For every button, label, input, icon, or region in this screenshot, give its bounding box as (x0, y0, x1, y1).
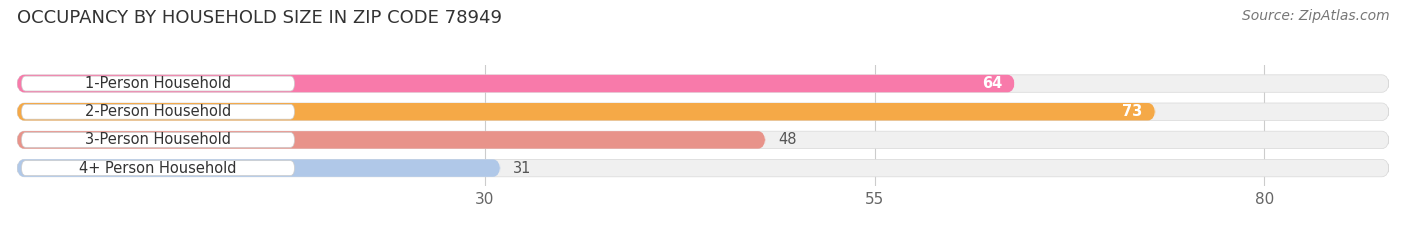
FancyBboxPatch shape (21, 133, 294, 147)
Text: OCCUPANCY BY HOUSEHOLD SIZE IN ZIP CODE 78949: OCCUPANCY BY HOUSEHOLD SIZE IN ZIP CODE … (17, 9, 502, 27)
FancyBboxPatch shape (17, 103, 1389, 120)
FancyBboxPatch shape (17, 131, 765, 149)
FancyBboxPatch shape (17, 103, 1156, 120)
FancyBboxPatch shape (21, 76, 294, 91)
FancyBboxPatch shape (17, 131, 1389, 149)
Text: 3-Person Household: 3-Person Household (84, 132, 231, 147)
FancyBboxPatch shape (21, 161, 294, 175)
FancyBboxPatch shape (17, 75, 1389, 92)
Text: 64: 64 (983, 76, 1002, 91)
Text: 2-Person Household: 2-Person Household (84, 104, 231, 119)
FancyBboxPatch shape (17, 159, 501, 177)
Text: 4+ Person Household: 4+ Person Household (79, 161, 236, 176)
FancyBboxPatch shape (17, 75, 1015, 92)
FancyBboxPatch shape (21, 104, 294, 119)
Text: Source: ZipAtlas.com: Source: ZipAtlas.com (1241, 9, 1389, 23)
Text: 31: 31 (513, 161, 531, 176)
Text: 48: 48 (778, 132, 796, 147)
FancyBboxPatch shape (17, 159, 1389, 177)
Text: 1-Person Household: 1-Person Household (84, 76, 231, 91)
Text: 73: 73 (1122, 104, 1143, 119)
